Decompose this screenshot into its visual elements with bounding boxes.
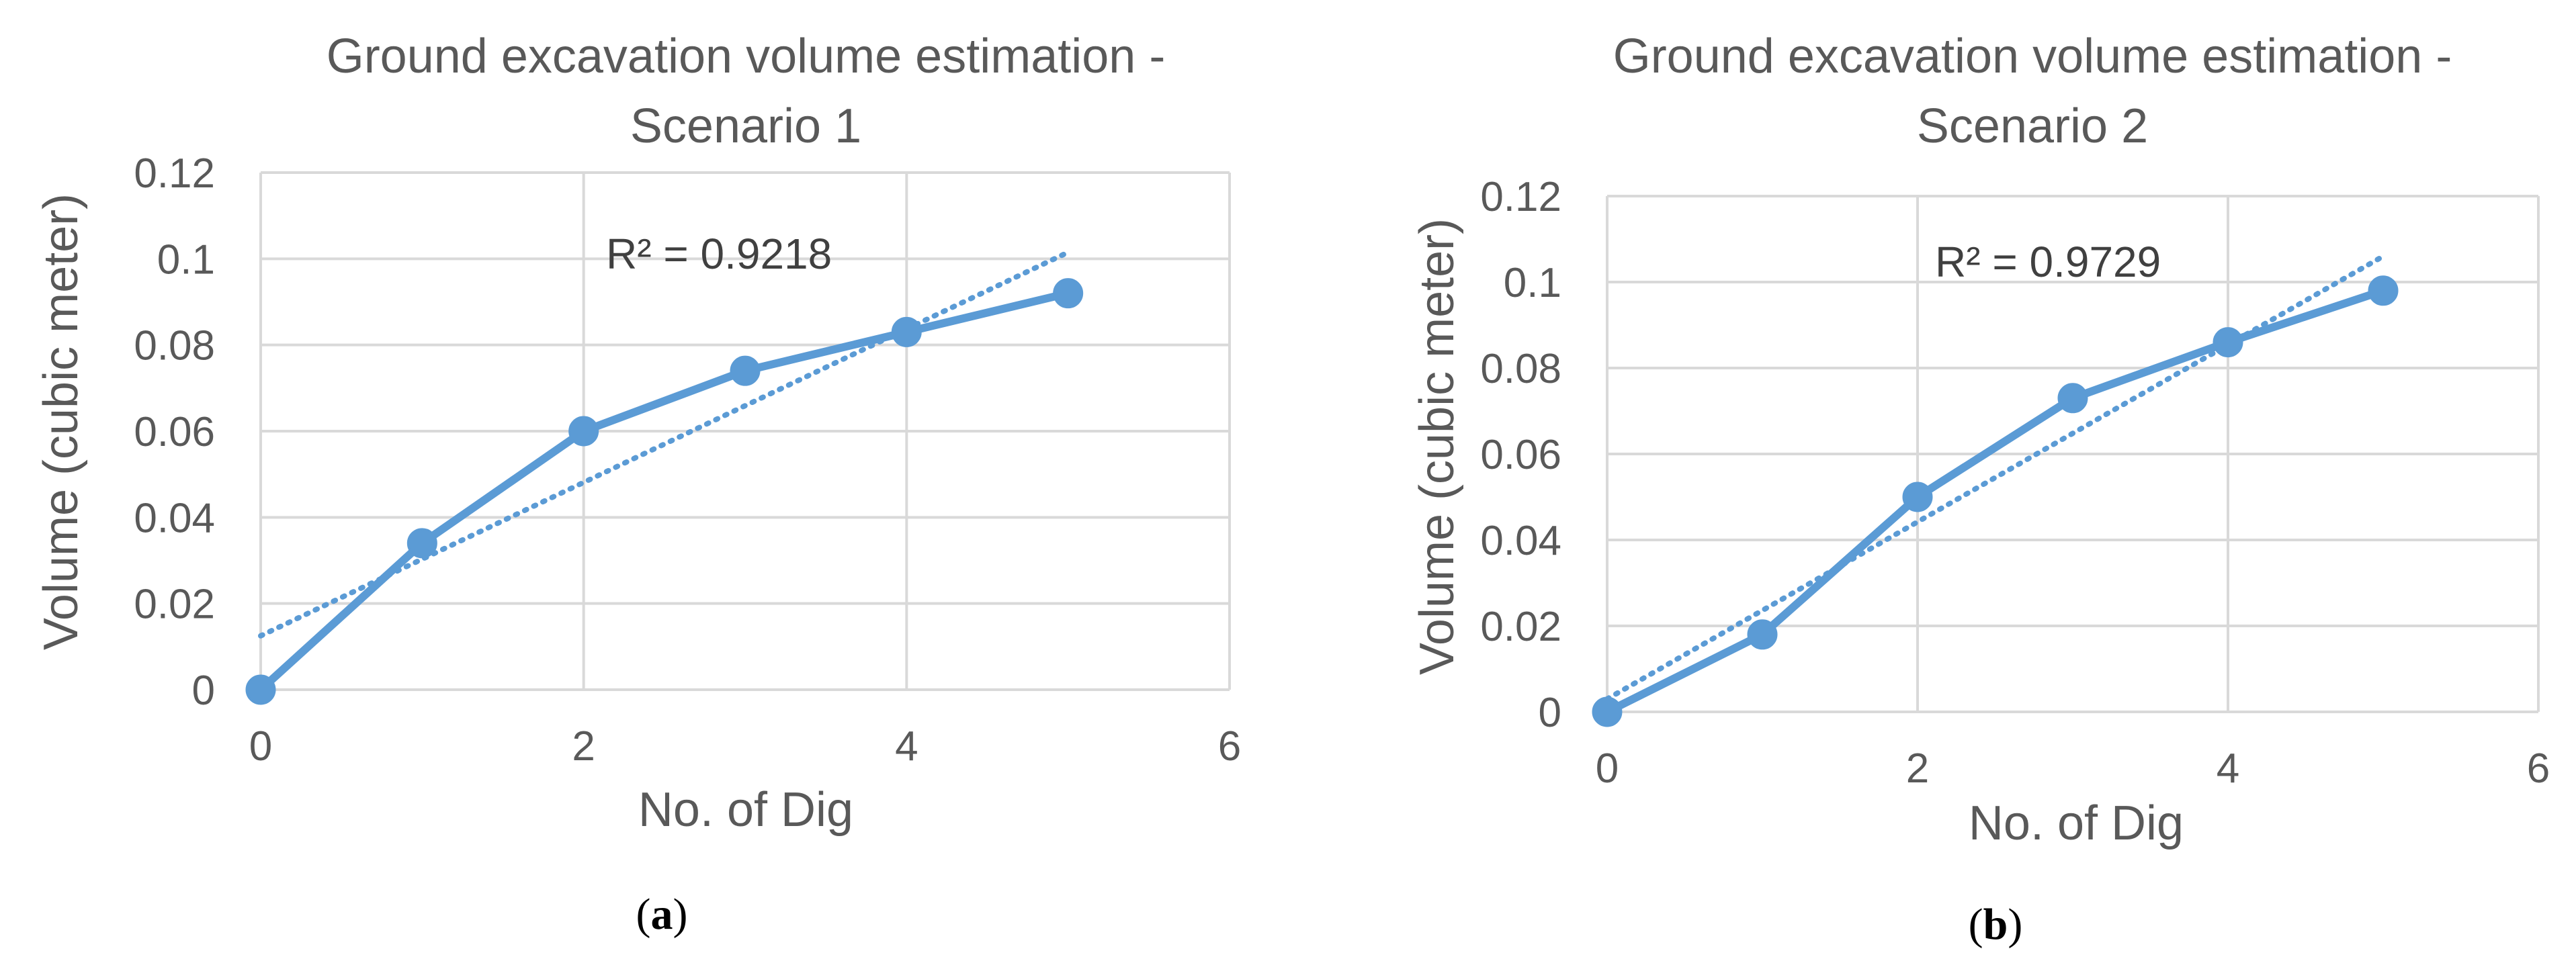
chart-a-markers [245,278,1084,705]
chart-b-trendline [1604,253,2386,702]
chart-b-data-point [1902,482,1933,512]
chart-a-x-tick-label: 6 [1218,723,1241,770]
chart-b-x-tick-label: 6 [2527,745,2550,792]
chart-b-y-tick-label: 0.06 [1480,432,1561,478]
chart-a-data-point [568,416,599,447]
chart-a-y-axis-title: Volume (cubic meter) [34,193,88,650]
chart-b-series-line [1603,286,2387,716]
chart-b-y-axis-title: Volume (cubic meter) [1410,218,1464,675]
chart-b-y-tick-label: 0.12 [1480,174,1561,220]
chart-a-y-tick-label: 0.02 [134,582,215,628]
chart-a-x-tick-label: 0 [249,723,272,770]
chart-b-data-point [1747,619,1778,650]
chart-a-data-point [1053,278,1084,309]
chart-b-data-point [2368,275,2399,306]
chart-a-data-point [730,355,761,386]
chart-a-y-tick-label: 0.04 [134,495,215,541]
chart-a: Ground excavation volume estimation - Sc… [34,30,1241,939]
chart-a-series-line [257,289,1072,694]
chart-b-x-tick-label: 2 [1906,745,1929,792]
chart-a-y-tick-label: 0.06 [134,409,215,455]
chart-b-markers [1592,275,2399,727]
chart-a-y-tick-label: 0.08 [134,323,215,369]
chart-b-title-line-2: Scenario 2 [1917,99,2148,153]
chart-a-y-tick-label: 0 [192,668,215,714]
chart-b-x-axis-title: No. of Dig [1969,796,2184,850]
chart-a-x-tick-label: 2 [572,723,595,770]
chart-a-y-tick-label: 0.1 [157,236,215,283]
chart-b-y-tick-label: 0 [1539,690,1561,736]
chart-b-y-tick-label: 0.08 [1480,346,1561,392]
chart-b-y-tick-label: 0.04 [1480,518,1561,564]
chart-a-data-point [406,528,437,559]
chart-b-caption: (b) [1969,900,2023,949]
chart-b-title-line-1: Ground excavation volume estimation - [1613,30,2452,83]
chart-b-data-point [2057,383,2088,414]
chart-a-y-tick-label: 0.12 [134,150,215,197]
chart-b-gridlines [1606,195,2540,713]
chart-a-gridlines [259,171,1231,691]
chart-a-title-line-1: Ground excavation volume estimation - [327,30,1166,83]
chart-a-x-axis-title: No. of Dig [638,783,853,837]
chart-b-y-tick-label: 0.02 [1480,604,1561,650]
chart-a-x-tick-label: 4 [895,723,918,770]
chart-a-data-point [891,316,922,347]
chart-b-x-tick-labels: 0 2 4 6 [1596,745,2550,792]
chart-b-data-point [2213,327,2243,358]
chart-b-x-tick-label: 4 [2217,745,2239,792]
chart-a-x-tick-labels: 0 2 4 6 [249,723,1241,770]
chart-b-r2-label: R² = 0.9729 [1935,238,2161,286]
chart-a-r2-label: R² = 0.9218 [606,230,832,278]
chart-a-caption: (a) [636,890,688,939]
chart-b-y-tick-labels: 0 0.02 0.04 0.06 0.08 0.1 0.12 [1480,174,1561,736]
chart-a-data-point [245,674,276,705]
chart-b-data-point [1592,696,1623,727]
chart-a-title-line-2: Scenario 1 [630,99,861,153]
chart-a-y-tick-labels: 0 0.02 0.04 0.06 0.08 0.1 0.12 [134,150,215,714]
chart-b-y-tick-label: 0.1 [1504,260,1561,306]
chart-b: Ground excavation volume estimation - Sc… [1410,30,2550,949]
chart-b-x-tick-label: 0 [1596,745,1619,792]
